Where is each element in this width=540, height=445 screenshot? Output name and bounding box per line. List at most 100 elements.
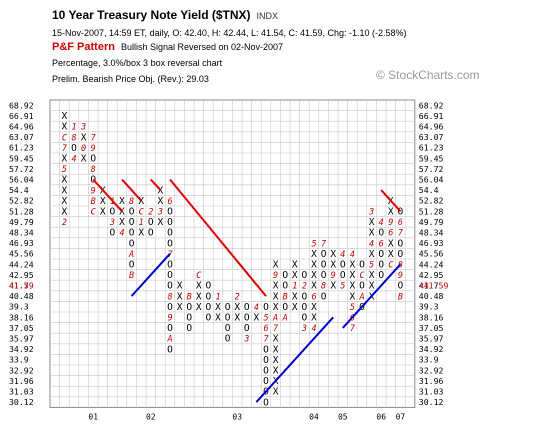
o-box: O bbox=[378, 249, 384, 260]
month-marker: 3 bbox=[157, 208, 163, 218]
month-marker: 5 bbox=[311, 239, 316, 249]
x-box: X bbox=[311, 249, 317, 260]
price-label-left: 56.04 bbox=[9, 175, 34, 185]
price-label-right: 46.93 bbox=[419, 238, 444, 248]
month-marker: 4 bbox=[119, 229, 124, 239]
current-price-label-left: 41.59 bbox=[9, 281, 34, 291]
month-marker: B bbox=[91, 197, 96, 207]
o-box: O bbox=[378, 270, 384, 281]
pattern-line: P&F Pattern Bullish Signal Reversed on 02… bbox=[52, 41, 283, 53]
x-box: X bbox=[177, 291, 183, 302]
current-price-label-right: <41.59 bbox=[419, 281, 449, 291]
month-marker: 8 bbox=[71, 133, 76, 143]
price-label-right: 48.34 bbox=[419, 228, 444, 238]
x-box: X bbox=[158, 185, 164, 196]
x-box: X bbox=[330, 260, 336, 271]
price-label-left: 45.56 bbox=[9, 249, 34, 259]
o-box: O bbox=[263, 397, 269, 408]
price-label-right: 31.03 bbox=[419, 387, 444, 397]
bearish-resistance-line bbox=[169, 178, 267, 297]
price-label-right: 39.3 bbox=[419, 302, 439, 312]
month-marker: C bbox=[62, 133, 68, 143]
bullish-support-line bbox=[130, 253, 171, 297]
x-box: X bbox=[330, 249, 336, 260]
o-box: O bbox=[282, 281, 288, 292]
x-box: X bbox=[81, 132, 87, 143]
x-box: X bbox=[62, 185, 68, 196]
price-label-right: 30.12 bbox=[419, 397, 444, 407]
x-box: X bbox=[273, 281, 279, 292]
price-label-left: 32.92 bbox=[9, 365, 34, 375]
x-box: X bbox=[369, 217, 375, 228]
price-label-left: 48.34 bbox=[9, 228, 34, 238]
month-marker: 5 bbox=[62, 165, 67, 175]
o-box: O bbox=[321, 270, 327, 281]
month-marker: 9 bbox=[273, 271, 278, 281]
o-box: O bbox=[167, 228, 173, 239]
month-marker: 4 bbox=[350, 250, 355, 260]
x-tick-label: 02 bbox=[146, 412, 156, 421]
month-marker: 5 bbox=[263, 314, 268, 324]
month-marker: 1 bbox=[71, 123, 76, 133]
month-marker: 3 bbox=[80, 123, 86, 133]
price-label-right: 59.45 bbox=[419, 153, 444, 163]
price-label-right: 32.92 bbox=[419, 365, 444, 375]
o-box: O bbox=[186, 323, 192, 334]
trendlines bbox=[92, 178, 402, 403]
o-box: O bbox=[167, 323, 173, 334]
month-marker: 8 bbox=[321, 282, 326, 292]
x-box: X bbox=[311, 260, 317, 271]
price-label-left: 44.24 bbox=[9, 259, 34, 269]
bearish-resistance-line bbox=[121, 178, 142, 202]
month-marker: 6 bbox=[398, 218, 403, 228]
o-box: O bbox=[263, 366, 269, 377]
price-label-left: 49.79 bbox=[9, 217, 34, 227]
o-box: O bbox=[225, 302, 231, 313]
x-box: X bbox=[62, 175, 68, 186]
price-label-left: 30.12 bbox=[9, 397, 34, 407]
month-marker: C bbox=[359, 271, 365, 281]
o-box: O bbox=[359, 260, 365, 271]
o-box: O bbox=[263, 355, 269, 366]
o-box: O bbox=[321, 249, 327, 260]
o-box: O bbox=[206, 302, 212, 313]
o-box: O bbox=[225, 323, 231, 334]
o-box: O bbox=[359, 281, 365, 292]
o-box: O bbox=[378, 228, 384, 239]
month-marker: C bbox=[388, 261, 394, 271]
month-marker: 6 bbox=[263, 324, 268, 334]
bearish-resistance-line bbox=[380, 189, 402, 212]
o-box: O bbox=[129, 207, 135, 218]
x-box: X bbox=[273, 291, 279, 302]
x-box: X bbox=[100, 196, 106, 207]
x-box: X bbox=[311, 302, 317, 313]
x-box: X bbox=[119, 217, 125, 228]
month-marker: 9 bbox=[388, 218, 393, 228]
month-marker: 6 bbox=[379, 239, 384, 249]
chart-grid bbox=[49, 99, 416, 408]
o-box: O bbox=[206, 281, 212, 292]
x-box: X bbox=[292, 302, 298, 313]
x-box: X bbox=[62, 111, 68, 122]
x-box: X bbox=[350, 270, 356, 281]
month-marker: A bbox=[166, 335, 172, 345]
price-label-left: 34.92 bbox=[9, 344, 34, 354]
x-box: X bbox=[119, 207, 125, 218]
month-marker: 7 bbox=[273, 324, 279, 334]
x-box: X bbox=[330, 281, 336, 292]
o-box: O bbox=[148, 217, 154, 228]
month-marker: 4 bbox=[340, 250, 345, 260]
x-box: X bbox=[273, 387, 279, 398]
x-box: X bbox=[81, 154, 87, 165]
price-label-left: 68.92 bbox=[9, 100, 34, 110]
o-box: O bbox=[340, 260, 346, 271]
price-label-right: 49.79 bbox=[419, 217, 444, 227]
month-marker: 2 bbox=[235, 292, 240, 302]
x-box: X bbox=[177, 281, 183, 292]
x-box: X bbox=[292, 291, 298, 302]
o-box: O bbox=[398, 238, 404, 249]
o-box: O bbox=[302, 270, 308, 281]
x-box: X bbox=[196, 291, 202, 302]
month-marker: A bbox=[282, 314, 288, 324]
